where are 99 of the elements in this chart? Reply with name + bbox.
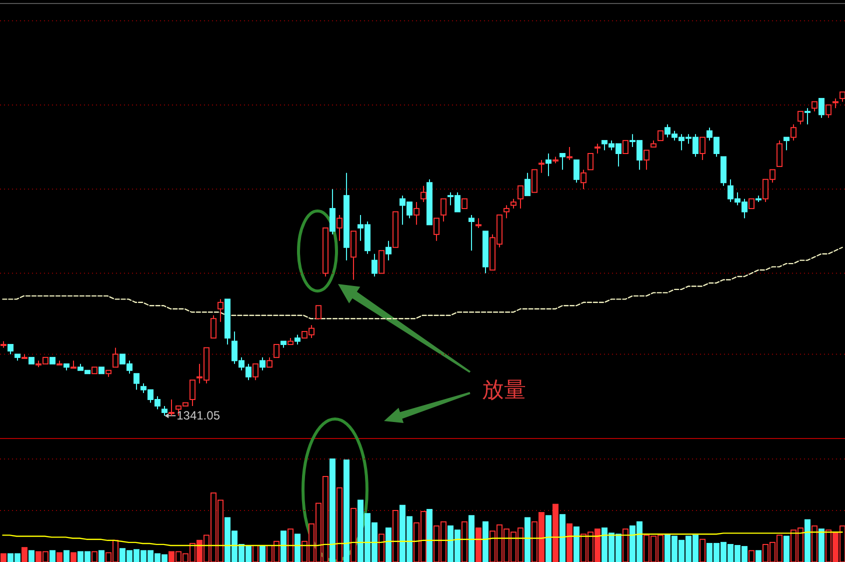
candlestick xyxy=(372,253,378,278)
bar xyxy=(280,530,286,562)
bar xyxy=(392,510,398,562)
bar xyxy=(476,528,482,562)
bar xyxy=(426,508,432,562)
candlestick xyxy=(440,198,446,222)
candlestick xyxy=(434,218,440,242)
bar xyxy=(386,528,392,562)
candlestick xyxy=(776,140,782,167)
bar xyxy=(622,528,628,562)
bar xyxy=(552,504,558,562)
candlestick xyxy=(566,146,572,160)
bar xyxy=(260,545,266,562)
bar xyxy=(330,458,336,562)
candlestick xyxy=(252,363,258,381)
candlestick xyxy=(162,405,168,416)
candlestick xyxy=(414,202,420,226)
bar xyxy=(344,460,350,562)
candlestick xyxy=(524,172,530,196)
candlestick xyxy=(8,344,14,355)
candlestick xyxy=(826,104,832,118)
candlestick xyxy=(504,204,510,219)
bar xyxy=(294,534,300,562)
bar xyxy=(574,526,580,562)
candlestick xyxy=(594,143,600,154)
candlestick xyxy=(70,360,76,369)
bar xyxy=(22,547,28,562)
bar xyxy=(560,514,566,562)
bar xyxy=(784,536,790,562)
candlestick xyxy=(812,101,818,112)
bar xyxy=(812,525,818,562)
candlestick xyxy=(818,98,824,118)
candlestick xyxy=(700,136,706,160)
candlestick xyxy=(378,250,384,274)
candlestick xyxy=(190,380,196,406)
candlestick xyxy=(804,108,810,125)
candlestick xyxy=(748,198,754,210)
candlestick xyxy=(790,124,796,142)
bar xyxy=(748,550,754,562)
bar xyxy=(252,545,258,562)
candlestick xyxy=(210,314,216,339)
bar xyxy=(92,551,98,562)
candlestick xyxy=(336,214,342,242)
bar xyxy=(378,534,384,562)
bar xyxy=(64,550,70,562)
bar xyxy=(28,550,34,562)
candlestick xyxy=(518,185,524,210)
candlestick xyxy=(316,305,322,320)
candlestick xyxy=(560,153,566,170)
candlestick xyxy=(266,356,272,368)
candlestick xyxy=(386,240,392,261)
bar xyxy=(98,550,104,562)
candlestick xyxy=(476,218,482,228)
candlestick xyxy=(274,344,280,358)
candlestick xyxy=(784,136,790,151)
bar xyxy=(0,553,6,562)
candlestick xyxy=(134,373,140,390)
candlestick xyxy=(330,188,336,235)
candlestick xyxy=(218,298,224,322)
bar xyxy=(462,521,468,562)
bar xyxy=(566,523,572,562)
candlestick xyxy=(798,110,804,125)
candlestick xyxy=(168,399,174,416)
candlestick xyxy=(622,140,628,154)
candlestick xyxy=(588,153,594,170)
candlestick xyxy=(462,198,468,210)
bar xyxy=(70,552,76,562)
candlestick xyxy=(574,159,580,184)
candlestick xyxy=(260,356,266,371)
annotation: 1341.05 xyxy=(176,408,220,423)
candlestick xyxy=(468,214,474,252)
bar xyxy=(336,487,342,562)
candlestick xyxy=(658,130,664,142)
bar xyxy=(350,508,356,562)
bar xyxy=(288,528,294,562)
bar xyxy=(804,519,810,562)
bar xyxy=(56,552,62,562)
candlestick xyxy=(832,98,838,109)
bar xyxy=(818,528,824,562)
bar xyxy=(700,538,706,562)
bar xyxy=(482,521,488,562)
candlestick xyxy=(510,198,516,210)
candlestick xyxy=(580,169,586,190)
candlestick xyxy=(840,92,845,102)
candlestick xyxy=(22,354,28,359)
candlestick xyxy=(546,153,552,177)
bar xyxy=(546,515,552,562)
candlestick xyxy=(420,185,426,203)
candlestick xyxy=(532,169,538,193)
candlestick xyxy=(112,347,118,368)
bar xyxy=(756,550,762,562)
candlestick xyxy=(538,159,544,174)
bar xyxy=(524,517,530,562)
bar xyxy=(468,515,474,562)
candlestick xyxy=(294,334,300,345)
candlestick xyxy=(56,360,62,366)
annotation: 放量 xyxy=(482,377,526,402)
candlestick xyxy=(644,150,650,170)
bar xyxy=(50,550,56,562)
